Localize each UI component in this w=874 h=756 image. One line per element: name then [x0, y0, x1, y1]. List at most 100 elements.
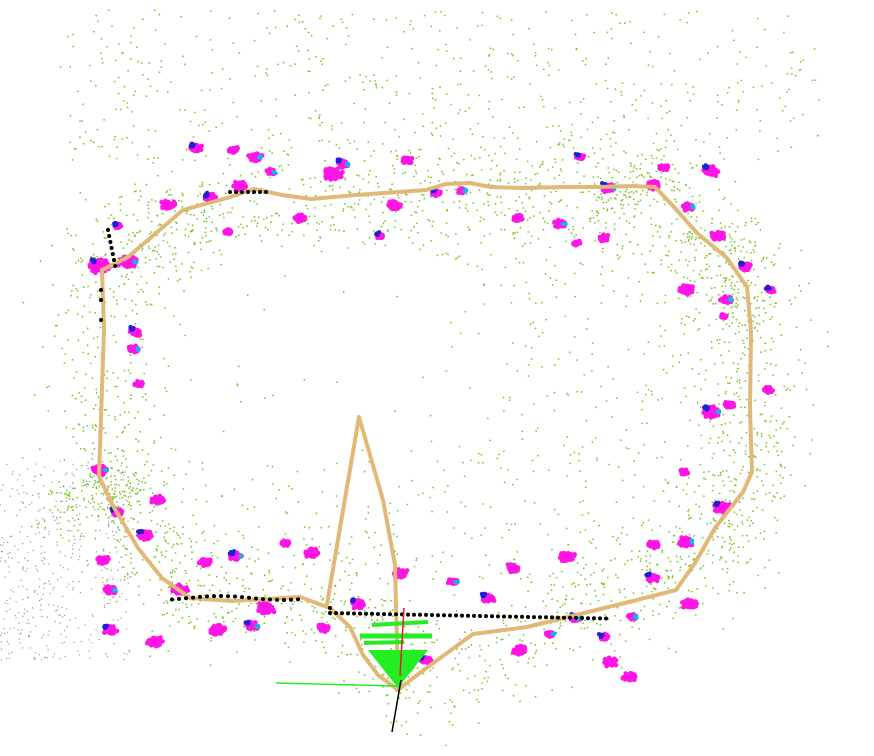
ground-point	[718, 403, 720, 405]
ground-point	[550, 202, 553, 205]
ground-point	[69, 114, 72, 117]
ground-point	[589, 583, 592, 586]
ground-point	[661, 551, 664, 553]
ground-point	[290, 146, 293, 149]
ground-point	[155, 505, 158, 507]
ground-point	[547, 74, 550, 77]
ground-point	[264, 397, 266, 400]
ground-point	[167, 586, 170, 589]
grey-point	[51, 481, 53, 484]
ground-point	[560, 169, 563, 172]
ground-point	[396, 535, 399, 538]
ground-point	[116, 447, 119, 450]
ground-point	[718, 338, 721, 341]
ground-point	[67, 494, 69, 497]
ground-point	[317, 239, 320, 242]
ground-point	[599, 177, 602, 180]
ground-point	[344, 179, 347, 181]
ground-point	[724, 422, 727, 425]
ground-point	[376, 182, 379, 185]
grey-point	[71, 530, 73, 532]
grey-point	[35, 533, 37, 535]
ground-point	[158, 286, 161, 288]
grey-point-cloud	[0, 460, 131, 661]
ground-point	[72, 33, 74, 36]
ground-point	[454, 258, 457, 260]
ground-point	[703, 495, 705, 498]
ground-point	[591, 147, 594, 149]
ground-point	[307, 31, 310, 34]
ground-point	[147, 453, 150, 456]
ground-point	[107, 452, 110, 455]
grey-point	[62, 595, 64, 598]
ground-point	[586, 13, 588, 16]
ground-point	[447, 235, 449, 238]
ground-point	[94, 355, 96, 358]
ground-point	[116, 435, 119, 438]
ground-point	[782, 476, 784, 479]
ground-point	[364, 563, 367, 566]
ground-point	[373, 198, 376, 201]
ground-point	[116, 146, 118, 149]
ground-point	[738, 322, 741, 324]
ground-point	[541, 331, 544, 334]
ground-point	[633, 167, 635, 169]
ground-point	[620, 667, 623, 669]
ground-point	[542, 600, 545, 603]
ground-point	[163, 234, 165, 237]
ground-point	[776, 137, 779, 140]
grey-point	[3, 510, 6, 512]
ground-point	[130, 361, 132, 364]
ground-point	[764, 311, 767, 314]
ground-point	[419, 182, 422, 185]
ground-point	[514, 522, 517, 525]
ground-point	[731, 222, 734, 225]
ground-point	[148, 62, 151, 64]
ground-point	[320, 15, 323, 17]
ground-point	[365, 75, 367, 78]
ground-point	[735, 129, 738, 131]
ground-point	[157, 157, 160, 160]
ground-point	[658, 149, 660, 152]
ground-point	[297, 501, 300, 504]
ground-point	[434, 11, 437, 14]
ground-point	[627, 447, 630, 450]
ground-point	[435, 127, 438, 130]
ground-point	[339, 579, 341, 582]
ground-point	[671, 575, 674, 578]
ground-point	[604, 79, 607, 82]
ground-point	[367, 215, 370, 218]
ground-point	[706, 523, 709, 525]
ground-point	[640, 253, 643, 256]
ground-point	[534, 695, 537, 698]
ground-point	[438, 627, 441, 630]
ground-point	[726, 571, 729, 574]
ground-point	[430, 176, 433, 179]
ground-point	[190, 540, 193, 543]
landmark-point	[323, 169, 329, 174]
ground-point	[612, 378, 614, 380]
ground-point	[375, 86, 378, 89]
ground-point	[439, 561, 442, 563]
ground-point	[495, 641, 498, 644]
ground-point	[278, 165, 281, 168]
ground-point	[132, 125, 135, 127]
ground-point	[340, 18, 343, 21]
ground-point	[730, 240, 732, 243]
ground-point	[801, 372, 803, 375]
ground-point	[332, 24, 334, 27]
ground-point	[377, 186, 380, 188]
ground-point	[761, 413, 763, 416]
ground-point	[786, 387, 789, 390]
ground-point	[717, 342, 720, 345]
ground-point	[132, 528, 134, 530]
ground-point	[693, 385, 696, 388]
ground-point	[458, 638, 461, 641]
ground-point	[667, 587, 669, 590]
grey-point	[61, 606, 63, 609]
ground-point	[677, 148, 679, 151]
grey-point	[117, 619, 119, 622]
ground-point	[196, 565, 198, 568]
ground-point	[210, 205, 213, 208]
